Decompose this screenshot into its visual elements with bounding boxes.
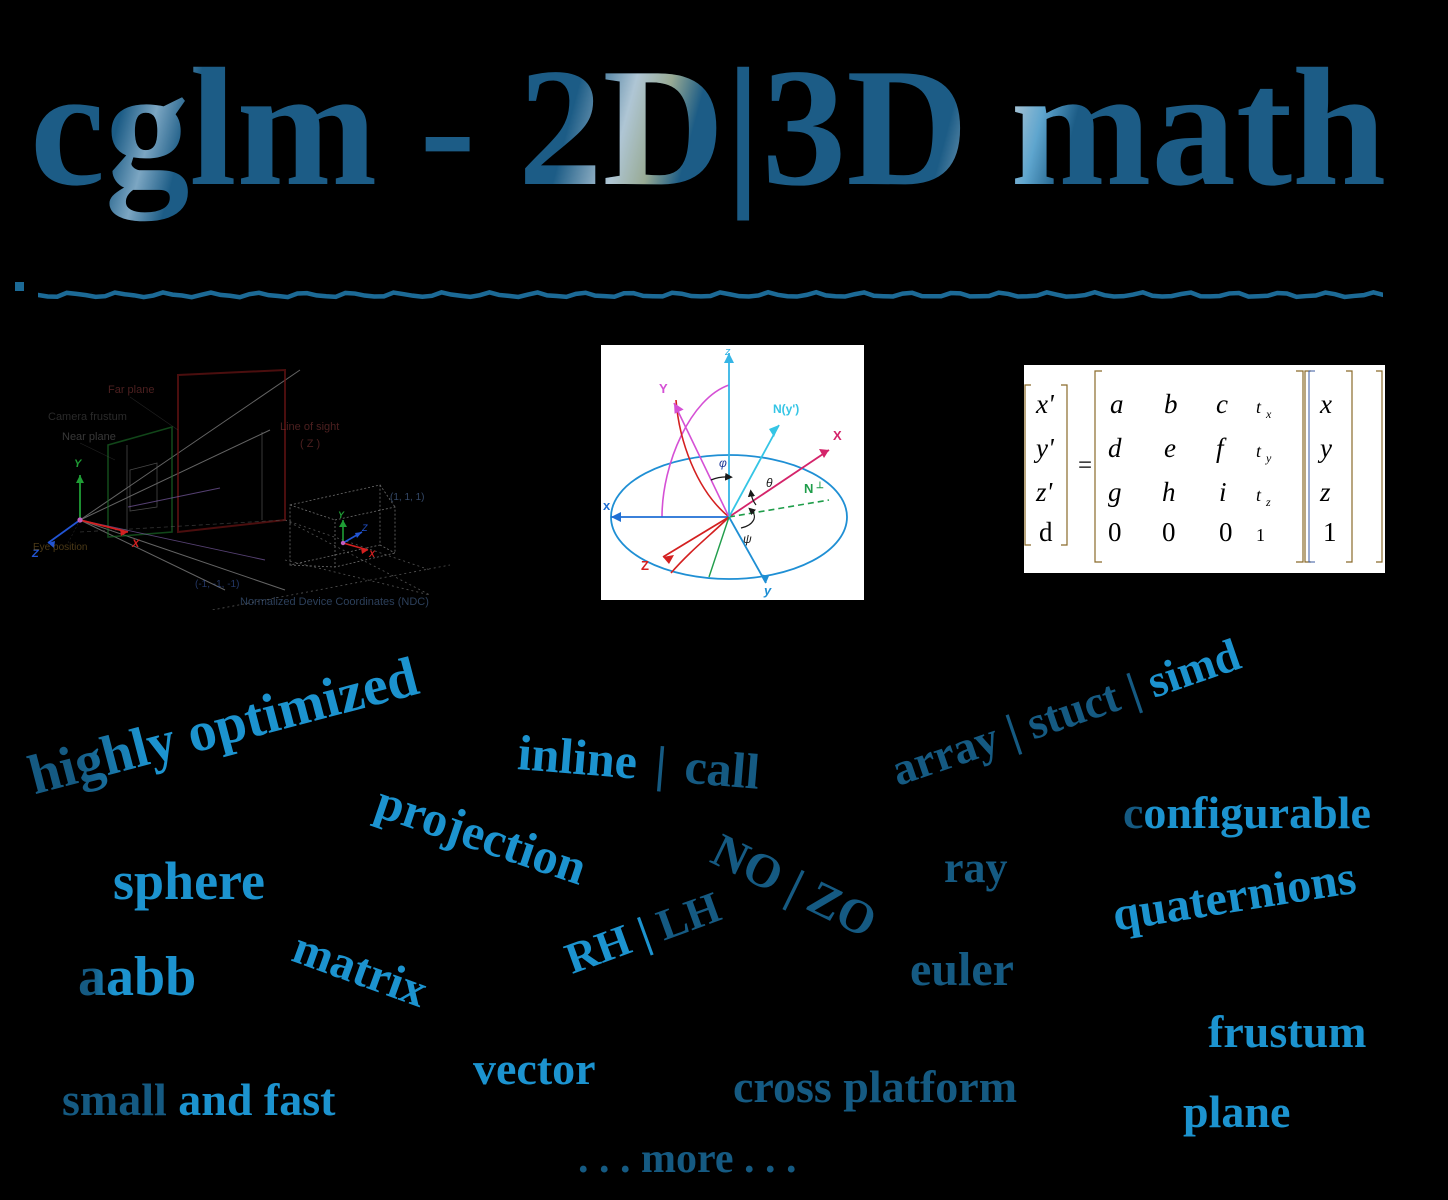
- svg-text:i: i: [1219, 477, 1227, 507]
- svg-text:Z: Z: [361, 523, 368, 533]
- svg-text:Y: Y: [659, 381, 668, 396]
- svg-text:θ: θ: [766, 476, 773, 490]
- svg-text:t: t: [1256, 397, 1262, 417]
- svg-text:Eye position: Eye position: [33, 542, 87, 553]
- svg-text:Z: Z: [641, 558, 649, 573]
- svg-text:f: f: [1216, 433, 1227, 463]
- svg-text:e: e: [1164, 433, 1176, 463]
- svg-text:a: a: [1110, 389, 1124, 419]
- svg-text:φ: φ: [719, 456, 727, 470]
- svg-text:1: 1: [1256, 525, 1265, 545]
- svg-text:1: 1: [1323, 517, 1337, 547]
- svg-text:Camera frustum: Camera frustum: [48, 411, 127, 423]
- svg-text:Normalized Device Coordinates: Normalized Device Coordinates (NDC): [240, 596, 429, 608]
- svg-text:0: 0: [1108, 517, 1122, 547]
- svg-text:z': z': [1035, 477, 1054, 507]
- svg-text:X: X: [368, 549, 376, 559]
- svg-text:(1, 1, 1): (1, 1, 1): [390, 492, 424, 503]
- svg-text:t: t: [1256, 485, 1262, 505]
- svg-text:y: y: [1317, 433, 1332, 463]
- svg-text:y': y': [1033, 433, 1055, 463]
- svg-text:z: z: [1319, 477, 1331, 507]
- svg-text:(-1, -1, -1): (-1, -1, -1): [195, 579, 239, 590]
- svg-text:t: t: [1256, 441, 1262, 461]
- svg-text:N(y'): N(y'): [773, 402, 799, 416]
- svg-text:Line of sight: Line of sight: [280, 421, 339, 433]
- svg-text:( Z ): ( Z ): [300, 438, 320, 450]
- svg-text:x: x: [1319, 389, 1332, 419]
- svg-text:g: g: [1108, 477, 1122, 507]
- svg-text:0: 0: [1219, 517, 1233, 547]
- svg-text:N: N: [804, 481, 813, 496]
- svg-text:ψ: ψ: [743, 532, 752, 546]
- svg-text:y: y: [763, 583, 772, 598]
- svg-text:x': x': [1035, 389, 1055, 419]
- svg-text:c: c: [1216, 389, 1228, 419]
- svg-text:y: y: [1265, 451, 1272, 465]
- svg-text:0: 0: [1162, 517, 1176, 547]
- svg-text:⊥: ⊥: [816, 480, 824, 490]
- svg-text:d: d: [1039, 517, 1053, 547]
- svg-text:x: x: [603, 498, 611, 513]
- svg-text:=: =: [1078, 452, 1092, 479]
- svg-text:Y: Y: [74, 458, 83, 470]
- svg-text:Far plane: Far plane: [108, 384, 154, 396]
- svg-text:b: b: [1164, 389, 1178, 419]
- svg-text:Near plane: Near plane: [62, 431, 116, 443]
- svg-text:h: h: [1162, 477, 1176, 507]
- svg-text:X: X: [131, 538, 140, 550]
- svg-text:z: z: [1265, 495, 1271, 509]
- svg-text:z: z: [724, 346, 731, 358]
- svg-text:x: x: [1265, 407, 1272, 421]
- svg-text:d: d: [1108, 433, 1122, 463]
- svg-text:X: X: [833, 428, 842, 443]
- svg-text:Y: Y: [338, 510, 345, 520]
